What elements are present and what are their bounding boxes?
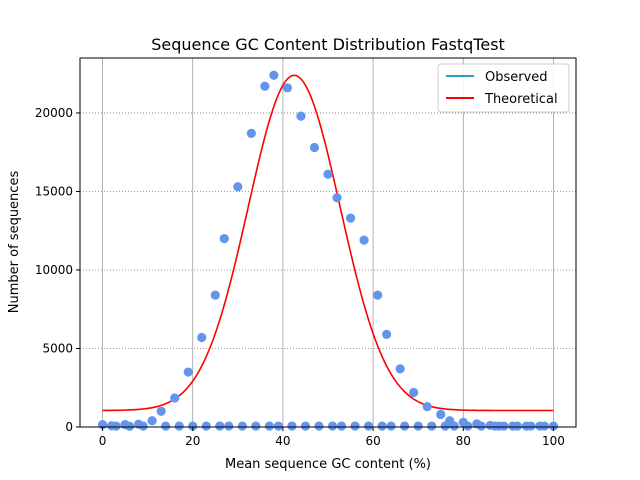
x-tick-label: 20 <box>185 434 200 448</box>
data-point <box>377 421 387 431</box>
data-point <box>111 421 121 431</box>
data-point <box>273 421 283 431</box>
x-tick-label: 40 <box>275 434 290 448</box>
x-axis-ticks: 0 20 40 60 80 100 <box>99 427 565 448</box>
data-point <box>499 421 509 431</box>
plot-frame <box>79 57 577 428</box>
data-point <box>436 409 446 420</box>
y-tick-label: 0 <box>65 420 73 434</box>
x-tick-label: 0 <box>99 434 107 448</box>
data-point <box>463 421 473 431</box>
data-point <box>363 421 374 431</box>
data-point <box>125 421 135 431</box>
data-point <box>269 70 279 80</box>
data-point <box>548 421 559 431</box>
data-point <box>237 421 247 431</box>
y-axis-ticks: 0 5000 10000 15000 20000 <box>35 106 80 434</box>
x-tick-label: 80 <box>456 434 471 448</box>
data-point <box>386 421 396 431</box>
data-point <box>156 406 166 416</box>
data-point <box>296 111 306 121</box>
data-point <box>476 421 486 431</box>
data-point <box>449 421 459 431</box>
observed-series <box>97 70 559 431</box>
data-point <box>373 290 383 300</box>
data-point <box>309 142 320 153</box>
data-point <box>260 81 270 91</box>
chart-title: Sequence GC Content Distribution FastqTe… <box>151 35 505 54</box>
y-axis-label: Number of sequences <box>7 171 22 314</box>
x-axis-label: Mean sequence GC content (%) <box>225 457 431 472</box>
data-point <box>395 364 405 374</box>
data-point <box>359 235 369 245</box>
data-point <box>350 421 360 431</box>
data-point <box>246 128 256 138</box>
data-point <box>170 393 180 403</box>
data-point <box>539 421 550 431</box>
grid-lines <box>80 58 576 427</box>
data-point <box>215 421 225 431</box>
data-point <box>323 169 333 179</box>
legend-observed-label: Observed <box>485 70 548 85</box>
data-point <box>422 401 432 412</box>
data-point <box>282 83 293 93</box>
y-tick-label: 15000 <box>35 184 73 198</box>
y-tick-label: 10000 <box>35 263 73 277</box>
data-point <box>201 421 211 431</box>
data-point <box>327 421 338 431</box>
data-point <box>210 290 220 300</box>
data-point <box>336 421 347 431</box>
x-tick-label: 100 <box>542 434 565 448</box>
data-point <box>413 421 423 431</box>
data-point <box>183 367 193 377</box>
data-point <box>197 332 207 343</box>
data-point <box>219 233 229 244</box>
data-point <box>224 421 234 431</box>
y-tick-label: 5000 <box>42 341 73 355</box>
data-point <box>512 421 522 431</box>
data-point <box>409 387 419 398</box>
data-point <box>382 329 392 339</box>
data-point <box>300 421 311 431</box>
data-point <box>147 416 157 426</box>
data-point <box>188 421 198 431</box>
x-tick-label: 60 <box>365 434 380 448</box>
data-point <box>332 193 342 203</box>
data-point <box>174 421 184 431</box>
data-point <box>233 182 243 192</box>
data-point <box>251 421 261 431</box>
data-point <box>287 421 297 431</box>
data-point <box>138 421 148 431</box>
plot-area <box>80 58 576 427</box>
data-point <box>345 213 356 223</box>
data-point <box>526 421 536 431</box>
data-point <box>314 421 324 431</box>
y-tick-label: 20000 <box>35 106 73 120</box>
data-point <box>264 421 274 431</box>
data-point <box>400 421 410 431</box>
data-point <box>427 421 437 431</box>
legend: Observed Theoretical <box>437 63 570 113</box>
legend-theoretical-label: Theoretical <box>484 92 558 107</box>
data-point <box>161 421 171 431</box>
